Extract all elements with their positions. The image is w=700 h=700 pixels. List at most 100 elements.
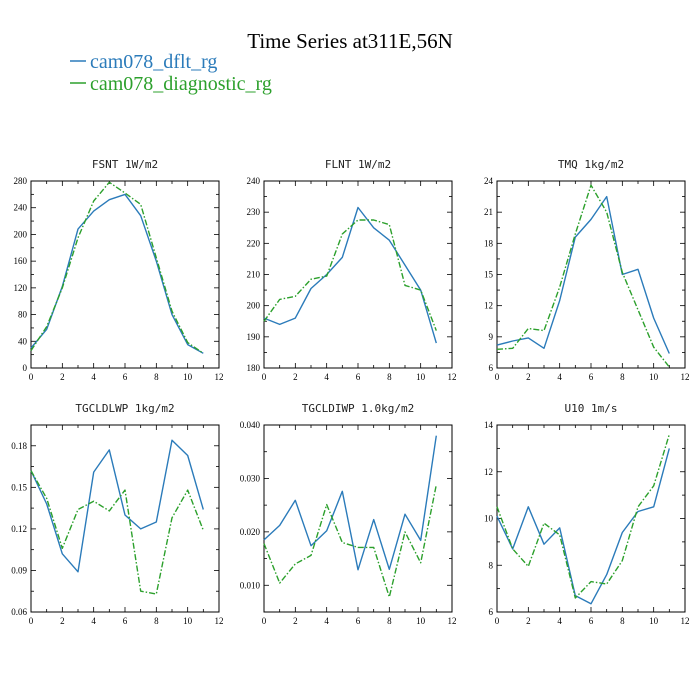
- x-tick-label: 0: [495, 372, 500, 382]
- plot-frame: [30, 424, 220, 613]
- series-line-diagnostic: [30, 181, 204, 354]
- y-tick-label: 80: [18, 310, 28, 320]
- plot-frame: [496, 424, 686, 613]
- y-tick-label: 160: [14, 256, 28, 266]
- x-tick-label: 0: [262, 616, 267, 626]
- panel-4: TGCLDIWP 1.0kg/m2 0 2 4 6 8 10 12 0.010 0.020 0.03…: [240, 402, 457, 626]
- x-tick-label: 2: [60, 372, 65, 382]
- y-tick-label: 12: [484, 301, 493, 311]
- panel-title: TMQ 1kg/m2: [558, 158, 624, 171]
- x-tick-label: 12: [215, 616, 224, 626]
- series-line-diagnostic: [496, 184, 670, 368]
- x-tick-label: 2: [293, 616, 298, 626]
- y-tick-label: 120: [14, 283, 28, 293]
- y-tick-label: 0.09: [11, 565, 27, 575]
- panel-5: U10 1m/s 0 2 4 6 8 10 12 6 8 10 12 14: [484, 402, 690, 626]
- y-tick-label: 10: [484, 514, 494, 524]
- x-tick-label: 8: [620, 372, 625, 382]
- x-tick-label: 12: [681, 616, 690, 626]
- series-line-dflt: [30, 193, 204, 354]
- y-tick-label: 0.030: [240, 473, 261, 483]
- y-tick-label: 220: [247, 238, 261, 248]
- x-tick-label: 4: [91, 372, 96, 382]
- y-tick-label: 6: [489, 363, 494, 373]
- series-line-diagnostic: [496, 434, 670, 599]
- y-tick-label: 15: [484, 270, 494, 280]
- y-tick-label: 24: [484, 176, 494, 186]
- x-tick-label: 4: [557, 616, 562, 626]
- legend: cam078_dflt_rg cam078_diagnostic_rg: [70, 51, 272, 95]
- y-tick-label: 0.06: [11, 607, 27, 617]
- y-tick-label: 0.18: [11, 441, 27, 451]
- y-tick-label: 0.15: [11, 482, 27, 492]
- x-tick-label: 4: [324, 372, 329, 382]
- y-tick-label: 180: [247, 363, 261, 373]
- y-tick-label: 0.020: [240, 527, 261, 537]
- legend-label-dflt: cam078_dflt_rg: [90, 51, 217, 73]
- y-tick-label: 280: [14, 176, 28, 186]
- x-tick-label: 8: [620, 616, 625, 626]
- y-tick-label: 40: [18, 336, 28, 346]
- x-tick-label: 10: [183, 616, 193, 626]
- panel-1: FLNT 1W/m2 0 2 4 6 8 10 12 180 190 200 210 220 230 240: [247, 158, 457, 382]
- x-tick-label: 10: [183, 372, 193, 382]
- series-line-dflt: [496, 448, 670, 605]
- panel-3: TGCLDLWP 1kg/m2 0 2 4 6 8 10 12 0.06 0.09 0.12 0.15…: [11, 402, 223, 626]
- x-tick-label: 12: [215, 372, 224, 382]
- x-tick-label: 0: [29, 616, 34, 626]
- series-line-dflt: [30, 439, 204, 573]
- series-line-dflt: [496, 195, 670, 354]
- y-tick-label: 230: [247, 207, 261, 217]
- x-tick-label: 4: [324, 616, 329, 626]
- figure-title: Time Series at311E,56N: [247, 29, 453, 53]
- x-tick-label: 10: [416, 372, 426, 382]
- x-tick-label: 2: [526, 616, 531, 626]
- x-tick-label: 6: [123, 616, 128, 626]
- legend-label-diagnostic: cam078_diagnostic_rg: [90, 73, 272, 95]
- x-tick-label: 2: [293, 372, 298, 382]
- series-line-dflt: [263, 435, 437, 571]
- x-tick-label: 10: [416, 616, 426, 626]
- series-line-diagnostic: [30, 470, 204, 595]
- y-tick-label: 200: [14, 229, 28, 239]
- x-tick-label: 6: [356, 372, 361, 382]
- x-tick-label: 4: [557, 372, 562, 382]
- x-tick-label: 0: [262, 372, 267, 382]
- y-tick-label: 14: [484, 420, 494, 430]
- y-tick-label: 240: [247, 176, 261, 186]
- series-line-diagnostic: [263, 484, 437, 598]
- x-tick-label: 4: [91, 616, 96, 626]
- y-tick-label: 6: [489, 607, 494, 617]
- x-tick-label: 2: [60, 616, 65, 626]
- y-tick-label: 0: [23, 363, 28, 373]
- panels: FSNT 1W/m20 2 4 6 8 10 1204080120160200240280F…: [11, 158, 689, 626]
- y-tick-label: 0.010: [240, 580, 261, 590]
- y-tick-label: 18: [484, 238, 494, 248]
- y-tick-label: 210: [247, 270, 261, 280]
- y-tick-label: 12: [484, 467, 493, 477]
- x-tick-label: 8: [387, 616, 392, 626]
- panel-title: FSNT 1W/m2: [92, 158, 158, 171]
- x-tick-label: 8: [154, 372, 159, 382]
- plot-frame: [496, 180, 686, 369]
- y-tick-label: 0.12: [11, 524, 27, 534]
- y-tick-label: 200: [247, 301, 261, 311]
- panel-title: FLNT 1W/m2: [325, 158, 391, 171]
- x-tick-label: 6: [123, 372, 128, 382]
- x-tick-label: 12: [681, 372, 690, 382]
- x-tick-label: 8: [154, 616, 159, 626]
- y-tick-label: 21: [484, 207, 493, 217]
- x-tick-label: 0: [29, 372, 34, 382]
- x-tick-label: 10: [649, 372, 659, 382]
- y-tick-label: 9: [489, 332, 494, 342]
- y-tick-label: 190: [247, 332, 261, 342]
- series-line-dflt: [263, 206, 437, 344]
- x-tick-label: 0: [495, 616, 500, 626]
- y-tick-label: 8: [489, 560, 494, 570]
- x-tick-label: 12: [448, 372, 457, 382]
- x-tick-label: 6: [589, 372, 594, 382]
- panel-title: TGCLDIWP 1.0kg/m2: [302, 402, 415, 415]
- x-tick-label: 12: [448, 616, 457, 626]
